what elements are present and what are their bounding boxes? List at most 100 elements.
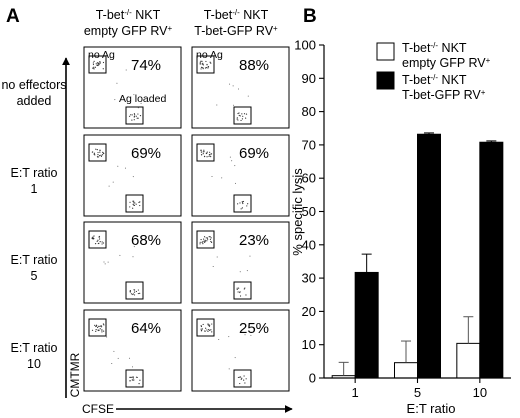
ag-loaded-gate xyxy=(125,106,144,125)
row-label: E:T ratio 1 xyxy=(10,166,57,196)
flow-plot: 69% xyxy=(83,134,182,217)
percentage-value: 23% xyxy=(239,232,269,249)
event-dots xyxy=(200,149,249,210)
percentage-value: 25% xyxy=(239,320,269,337)
bar xyxy=(417,133,441,379)
percentage-value: 88% xyxy=(239,57,269,74)
event-dots xyxy=(199,236,251,297)
ag-loaded-label: Ag loaded xyxy=(119,93,166,105)
ag-loaded-gate xyxy=(125,194,144,213)
y-tick-label: 80 xyxy=(302,104,316,119)
bar xyxy=(456,342,481,379)
event-dots xyxy=(91,148,141,209)
no-ag-gate xyxy=(196,143,215,162)
cfse-axis-label: CFSE xyxy=(82,402,114,416)
percentage-value: 69% xyxy=(131,145,161,162)
no-ag-gate xyxy=(88,230,107,249)
ag-loaded-gate xyxy=(125,369,144,388)
percentage-value: 74% xyxy=(131,57,161,74)
no-ag-gate xyxy=(88,143,107,162)
legend-label-line2: T-bet-GFP RV+ xyxy=(402,88,486,103)
event-dots xyxy=(199,60,249,122)
bar xyxy=(354,271,379,379)
row-label-line: no effectors xyxy=(1,78,66,92)
y-tick-label: 70 xyxy=(302,137,316,152)
y-tick-label: 20 xyxy=(302,304,316,319)
bar xyxy=(479,141,504,379)
legend-label-line1: T-bet-/- NKT xyxy=(402,73,467,88)
flow-plot-frame xyxy=(83,134,182,217)
y-axis-label: % specific lysis xyxy=(290,168,305,256)
legend-swatch xyxy=(376,71,395,90)
x-tick-label: 5 xyxy=(414,385,421,400)
panel-b: B % specific lysis 0 10 20 30 40 50 60 70 80 90 10… xyxy=(290,6,511,416)
event-dots xyxy=(91,235,141,296)
no-ag-gate xyxy=(196,55,215,74)
flow-plot-frame xyxy=(191,221,290,304)
row-label-line: E:T ratio xyxy=(10,253,57,267)
no-ag-label: no Ag xyxy=(88,49,115,61)
ag-loaded-gate xyxy=(233,194,252,213)
percentage-value: 69% xyxy=(239,145,269,162)
column-header-line1: T-bet-/- NKT xyxy=(96,8,161,23)
column-header-line2: empty GFP RV+ xyxy=(84,24,173,39)
no-ag-gate xyxy=(196,318,215,337)
legend-entry-tbet-gfp: T-bet-/- NKT T-bet-GFP RV+ xyxy=(376,71,486,103)
ag-loaded-gate xyxy=(125,281,144,300)
y-tick-label: 100 xyxy=(294,38,316,53)
row-label-line: 10 xyxy=(27,357,41,371)
row-label: E:T ratio 10 xyxy=(10,341,57,371)
percentage-value: 64% xyxy=(131,320,161,337)
flow-plot: 68% xyxy=(83,221,182,304)
flow-plot-grid: no effectors added 74% no Ag Ag loaded 88% no … xyxy=(1,46,290,392)
row-label-line: E:T ratio xyxy=(10,166,57,180)
flow-plot: 69% xyxy=(191,134,290,217)
flow-plot: 74% no Ag Ag loaded xyxy=(83,46,182,129)
no-ag-label: no Ag xyxy=(196,49,223,61)
y-tick-label: 60 xyxy=(302,171,316,186)
cmtmr-axis-label: CMTMR xyxy=(68,352,82,397)
column-header-line2: T-bet-GFP RV+ xyxy=(194,24,278,39)
panel-b-letter: B xyxy=(303,6,317,27)
y-tick-label: 50 xyxy=(302,204,316,219)
row-label-line: added xyxy=(17,94,52,108)
y-axis: 0 10 20 30 40 50 60 70 80 90 100 xyxy=(294,38,325,386)
column-header-tbet-gfp: T-bet-/- NKT T-bet-GFP RV+ xyxy=(194,8,278,39)
row-label-line: E:T ratio xyxy=(10,341,57,355)
column-header-empty-gfp: T-bet-/- NKT empty GFP RV+ xyxy=(84,8,173,39)
x-axis-label: E:T ratio xyxy=(407,401,456,416)
panel-a-letter: A xyxy=(6,6,20,27)
event-dots xyxy=(91,323,141,385)
x-tick-label: 10 xyxy=(473,385,487,400)
flow-plot-frame xyxy=(191,46,290,129)
bar xyxy=(394,362,418,379)
y-tick-label: 40 xyxy=(302,237,316,252)
row-label-line: 5 xyxy=(31,269,38,283)
flow-plot: 64% xyxy=(83,309,182,392)
row-label: E:T ratio 5 xyxy=(10,253,57,283)
y-tick-label: 0 xyxy=(309,371,316,386)
column-header-line1: T-bet-/- NKT xyxy=(204,8,269,23)
panel-a: A T-bet-/- NKT empty GFP RV+ T-bet-/- NK… xyxy=(1,6,293,416)
no-ag-gate xyxy=(88,55,107,74)
percentage-value: 68% xyxy=(131,232,161,249)
flow-plot-frame xyxy=(83,221,182,304)
y-tick-label: 90 xyxy=(302,71,316,86)
legend-entry-empty-gfp: T-bet-/- NKT empty GFP RV+ xyxy=(376,41,491,71)
row-label: no effectors added xyxy=(1,78,66,108)
ag-loaded-gate xyxy=(233,281,252,300)
flow-plot: 88% no Ag xyxy=(191,46,290,129)
ag-loaded-gate xyxy=(233,106,252,125)
legend-label-line2: empty GFP RV+ xyxy=(402,56,491,71)
legend-swatch xyxy=(376,42,395,61)
bar-series xyxy=(331,132,504,379)
y-tick-label: 30 xyxy=(302,271,316,286)
event-dots xyxy=(200,323,252,385)
event-dots xyxy=(92,60,142,121)
flow-plot: 23% xyxy=(191,221,290,304)
no-ag-gate xyxy=(88,318,107,337)
legend-label-line1: T-bet-/- NKT xyxy=(402,41,467,56)
y-tick-label: 10 xyxy=(302,337,316,352)
flow-plot-frame xyxy=(83,309,182,392)
